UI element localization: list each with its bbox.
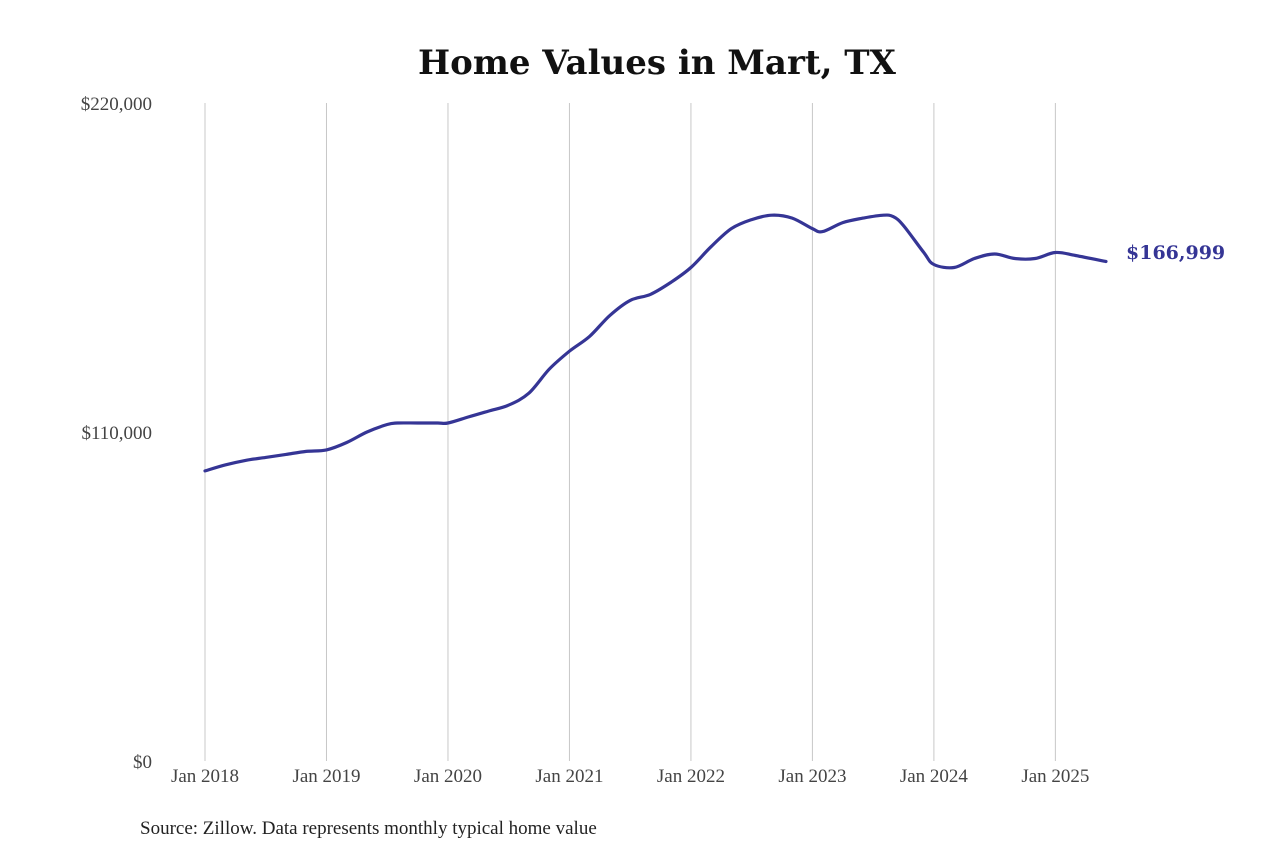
x-tick-label: Jan 2023 bbox=[778, 766, 846, 787]
y-tick-label: $0 bbox=[133, 752, 152, 773]
source-note: Source: Zillow. Data represents monthly … bbox=[140, 818, 597, 839]
x-tick-label: Jan 2024 bbox=[900, 766, 969, 787]
end-value-label: $166,999 bbox=[1126, 242, 1225, 264]
chart-title: Home Values in Mart, TX bbox=[418, 43, 897, 83]
x-tick-label: Jan 2022 bbox=[657, 766, 725, 787]
x-tick-label: Jan 2019 bbox=[292, 766, 360, 787]
y-tick-label: $220,000 bbox=[81, 94, 152, 115]
x-tick-label: Jan 2018 bbox=[171, 766, 239, 787]
x-axis: Jan 2018 Jan 2019 Jan 2020 Jan 2021 Jan 2022… bbox=[171, 766, 1089, 787]
series-line bbox=[203, 213, 1108, 473]
x-tick-label: Jan 2025 bbox=[1021, 766, 1089, 787]
y-tick-label: $110,000 bbox=[81, 423, 152, 444]
x-tick-label: Jan 2020 bbox=[414, 766, 482, 787]
x-tick-label: Jan 2021 bbox=[535, 766, 603, 787]
gridlines bbox=[204, 103, 1056, 761]
y-axis: $0 $110,000 $220,000 bbox=[81, 94, 152, 773]
